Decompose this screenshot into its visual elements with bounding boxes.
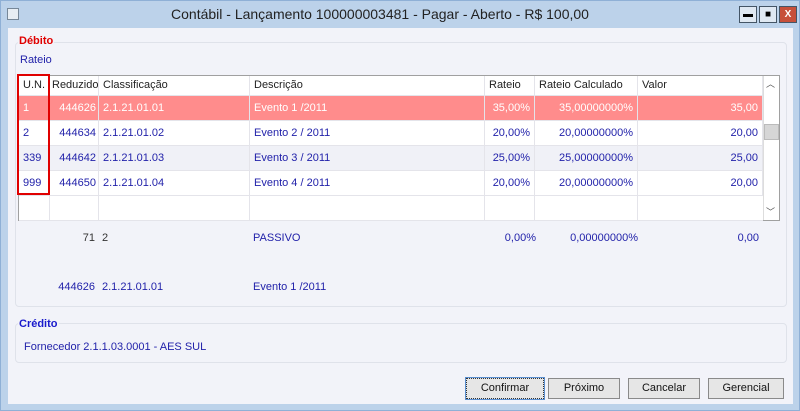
cell-classificacao[interactable]: 2.1.21.01.03 [99,146,250,170]
col-descricao[interactable]: Descrição [250,76,485,95]
cell-classificacao[interactable]: 2.1.21.01.01 [99,96,250,120]
cell-reduzido[interactable]: 444634 [50,121,99,145]
cell-rateio-calculado[interactable]: 25,00000000% [535,146,638,170]
cell-rateio[interactable]: 35,00% [485,96,535,120]
cell-valor[interactable]: 35,00 [638,96,763,120]
grid-header: U.N. Reduzido Classificação Descrição Ra… [19,76,763,96]
confirmar-button[interactable]: Confirmar [465,377,545,400]
gerencial-button[interactable]: Gerencial [708,378,784,399]
summary-descricao: PASSIVO [253,232,301,244]
summary-classificacao: 2 [102,232,109,244]
cell-valor[interactable]: 20,00 [638,121,763,145]
close-button[interactable]: X [779,6,797,23]
col-classificacao[interactable]: Classificação [99,76,250,95]
table-row[interactable]: 2 444634 2.1.21.01.02 Evento 2 / 2011 20,00%… [19,121,763,146]
cell-rateio[interactable]: 20,00% [485,171,535,195]
scroll-up-icon[interactable]: ︿ [766,79,776,89]
cell-descricao[interactable]: Evento 3 / 2011 [250,146,485,170]
window-title: Contábil - Lançamento 100000003481 - Pag… [171,6,589,22]
col-reduzido[interactable]: Reduzido [50,76,99,95]
un-column-highlight [17,74,50,195]
cancelar-button[interactable]: Cancelar [628,378,700,399]
detail-reduzido: 444626 [58,281,95,293]
debito-label: Débito [18,35,55,47]
cell-classificacao[interactable]: 2.1.21.01.04 [99,171,250,195]
cell-rateio[interactable]: 25,00% [485,146,535,170]
cell-reduzido[interactable]: 444626 [50,96,99,120]
summary-rateio: 0,00% [504,232,536,244]
summary-rateio-calculado: 0,00000000% [570,232,638,244]
cell-valor[interactable]: 20,00 [638,171,763,195]
col-rateio[interactable]: Rateio [485,76,535,95]
rateio-grid[interactable]: U.N. Reduzido Classificação Descrição Ra… [18,75,780,221]
cell-valor[interactable]: 25,00 [638,146,763,170]
scroll-thumb[interactable] [764,124,779,140]
maximize-button[interactable]: ■ [759,6,777,23]
table-row[interactable]: 999 444650 2.1.21.01.04 Evento 4 / 2011 20,0… [19,171,763,196]
cell-descricao[interactable]: Evento 4 / 2011 [250,171,485,195]
cell-reduzido[interactable]: 444650 [50,171,99,195]
fornecedor-text: Fornecedor 2.1.1.03.0001 - AES SUL [24,341,207,353]
table-row[interactable]: 339 444642 2.1.21.01.03 Evento 3 / 2011 25,0… [19,146,763,171]
cell-rateio[interactable]: 20,00% [485,121,535,145]
vertical-scrollbar[interactable]: ︿ ﹀ [763,76,779,220]
cell-reduzido[interactable]: 444642 [50,146,99,170]
minimize-button[interactable]: ▬ [739,6,757,23]
cell-descricao[interactable]: Evento 1 /2011 [250,96,485,120]
cell-classificacao[interactable]: 2.1.21.01.02 [99,121,250,145]
cell-rateio-calculado[interactable]: 20,00000000% [535,121,638,145]
empty-row[interactable] [19,196,763,221]
cell-descricao[interactable]: Evento 2 / 2011 [250,121,485,145]
credito-group [15,323,787,363]
col-valor[interactable]: Valor [638,76,763,95]
table-row-selected[interactable]: 1 444626 2.1.21.01.01 Evento 1 /2011 35,00% 3… [19,96,763,121]
summary-valor: 0,00 [737,232,759,244]
app-icon [7,8,19,20]
detail-classificacao: 2.1.21.01.01 [102,281,164,293]
rateio-label: Rateio [20,54,52,66]
col-rateio-calculado[interactable]: Rateio Calculado [535,76,638,95]
title-bar: Contábil - Lançamento 100000003481 - Pag… [1,1,799,28]
detail-descricao: Evento 1 /2011 [253,281,327,293]
cell-rateio-calculado[interactable]: 20,00000000% [535,171,638,195]
scroll-down-icon[interactable]: ﹀ [766,207,776,217]
cell-rateio-calculado[interactable]: 35,00000000% [535,96,638,120]
credito-label: Crédito [18,318,59,330]
dialog-content: Débito Rateio U.N. Reduzido Classificaçã… [8,28,793,404]
proximo-button[interactable]: Próximo [548,378,620,399]
summary-reduzido: 71 [82,232,95,244]
